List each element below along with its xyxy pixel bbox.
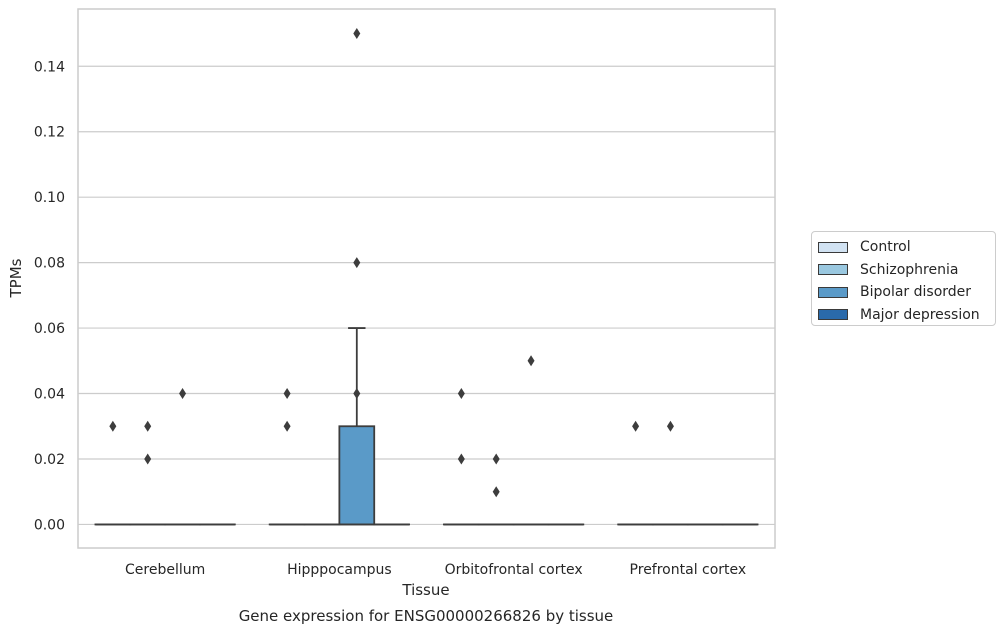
outlier-point — [283, 388, 291, 400]
y-tick-label: 0.02 — [34, 452, 65, 468]
legend-swatch — [818, 309, 848, 321]
outlier-point — [632, 420, 640, 432]
y-tick-label: 0.06 — [34, 321, 65, 337]
box-group — [617, 420, 654, 526]
box-group — [443, 388, 480, 526]
outlier-point — [457, 453, 465, 465]
x-tick-label: Cerebellum — [125, 562, 205, 578]
outlier-point — [144, 453, 152, 465]
legend-label: Bipolar disorder — [860, 284, 972, 301]
gridlines — [78, 65, 775, 526]
outlier-point — [144, 420, 152, 432]
y-axis-label: TPMs — [7, 258, 25, 298]
legend-swatch — [818, 241, 848, 253]
box-group — [338, 28, 376, 526]
outlier-point — [492, 486, 500, 498]
outlier-point — [179, 388, 187, 400]
legend: Control Schizophrenia Bipolar disorder Majo… — [811, 231, 996, 326]
box-group — [268, 388, 306, 526]
legend-label: Schizophrenia — [860, 261, 959, 278]
y-tick-label: 0.04 — [34, 387, 65, 403]
box-group — [94, 420, 132, 526]
legend-label: Major depression — [860, 306, 980, 323]
y-tick-label: 0.12 — [34, 125, 65, 141]
y-tick-label: 0.08 — [34, 256, 65, 272]
outlier-point — [666, 420, 674, 432]
legend-item: Control — [818, 236, 995, 259]
legend-swatch — [818, 264, 848, 276]
box-group — [512, 355, 550, 526]
outlier-point — [283, 420, 291, 432]
x-axis-ticks: Cerebellum Hipppocampus Orbitofrontal cort… — [125, 562, 746, 578]
legend-item: Major depression — [818, 304, 995, 327]
outlier-point — [353, 28, 361, 40]
box-group — [477, 453, 515, 526]
legend-item: Schizophrenia — [818, 259, 995, 282]
box — [338, 425, 376, 526]
box-group — [164, 388, 201, 526]
box-plot-marks — [94, 28, 759, 526]
legend-swatch — [818, 286, 848, 298]
x-tick-label: Orbitofrontal cortex — [445, 562, 583, 578]
x-tick-label: Prefrontal cortex — [630, 562, 747, 578]
y-axis-ticks: 0.00 0.02 0.04 0.06 0.08 0.10 0.12 0.14 — [34, 59, 65, 533]
box-group — [129, 420, 167, 526]
x-tick-label: Hipppocampus — [287, 562, 392, 578]
outlier-point — [109, 420, 117, 432]
plot-border — [77, 8, 776, 549]
y-tick-label: 0.10 — [34, 190, 65, 206]
box-group — [652, 420, 689, 526]
y-tick-label: 0.00 — [34, 517, 65, 533]
outlier-point — [527, 355, 535, 367]
y-tick-label: 0.14 — [34, 59, 65, 75]
outlier-point — [457, 388, 465, 400]
legend-label: Control — [860, 239, 911, 256]
chart-title: Gene expression for ENSG00000266826 by t… — [239, 607, 614, 625]
outlier-point — [353, 257, 361, 269]
plot-area — [77, 8, 776, 549]
legend-item: Bipolar disorder — [818, 281, 995, 304]
outlier-point — [353, 388, 361, 400]
x-axis-label: Tissue — [401, 581, 449, 599]
outlier-point — [492, 453, 500, 465]
